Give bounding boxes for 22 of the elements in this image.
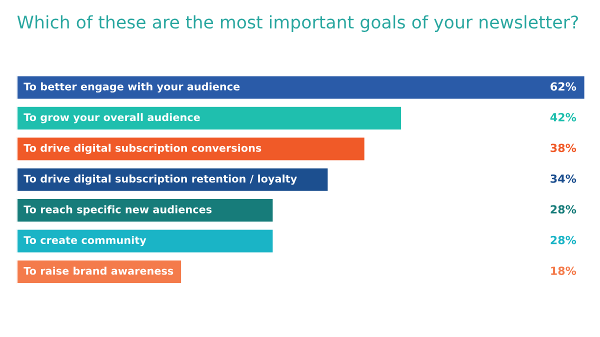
data-label: 62%: [550, 82, 576, 91]
y-tick-label: To raise brand awareness: [24, 266, 174, 275]
y-tick-label: To reach specific new audiences: [24, 205, 212, 216]
y-tick-label: To create community: [24, 236, 146, 246]
y-tick-label: To grow your overall audience: [24, 113, 200, 124]
y-tick-label: To better engage with your audience: [24, 82, 240, 93]
data-label: 18%: [551, 266, 576, 275]
bar: [16, 74, 585, 100]
data-label: 38%: [550, 144, 576, 152]
data-label: 28%: [550, 205, 576, 214]
y-tick-label: To drive digital subscription conversions: [24, 144, 262, 154]
bar: [16, 228, 274, 254]
bar: [16, 198, 274, 224]
data-label: 42%: [550, 113, 576, 122]
bar: [16, 136, 366, 162]
bar: [16, 166, 330, 192]
bar: [16, 259, 182, 284]
data-label: 28%: [550, 236, 576, 244]
chart-title: Which of these are the most important goals of your newsletter?: [17, 15, 578, 32]
data-label: 34%: [550, 174, 576, 183]
bar: [16, 106, 402, 131]
y-tick-label: To drive digital subscription retention / loyalty: [24, 174, 297, 185]
